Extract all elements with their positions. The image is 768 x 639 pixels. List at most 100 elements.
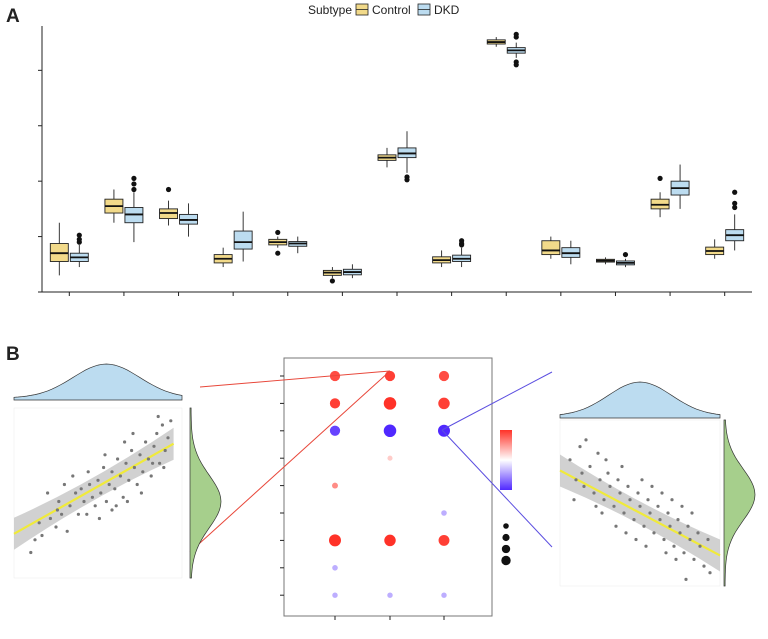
scatter-point <box>90 495 94 499</box>
scatter-point <box>582 484 586 488</box>
scatter-point <box>638 504 642 508</box>
scatter-point <box>156 414 160 419</box>
scatter-point <box>616 478 620 482</box>
scatter-point <box>702 564 706 568</box>
scatter-point <box>640 478 644 482</box>
scatter-point <box>135 482 139 487</box>
box-outlier <box>165 186 172 193</box>
scatter-point <box>678 531 682 535</box>
box-outlier <box>76 232 82 238</box>
dot-pdx1-oas1 <box>329 398 341 409</box>
dot-hnf4a-oas1 <box>332 482 338 489</box>
scatter-point <box>596 451 600 455</box>
size-legend-dot <box>501 555 511 566</box>
scatter-point <box>99 491 103 495</box>
dot-hnf1b-snw1 <box>441 510 447 516</box>
box-outlier <box>657 175 663 181</box>
scatter-point <box>141 470 145 474</box>
scatter-point <box>149 474 153 478</box>
scatter-point <box>684 577 688 582</box>
scatter-point <box>626 484 630 488</box>
scatter-point <box>110 470 114 474</box>
dot-tcf7l2-sectm1 <box>384 370 396 382</box>
marginal-density-y <box>723 419 756 587</box>
scatter-point <box>600 511 604 515</box>
scatter-point <box>670 498 674 502</box>
box-outlier <box>622 251 629 258</box>
dot-ins-sectm1 <box>387 455 393 461</box>
scatter-point <box>620 464 624 469</box>
scatter-point <box>664 551 668 555</box>
scatter-point <box>578 445 582 449</box>
box-outlier <box>732 200 738 206</box>
scatter-snw1-insr <box>559 381 756 587</box>
scatter-point <box>628 498 632 502</box>
scatter-point <box>57 499 61 504</box>
scatter-point <box>71 474 75 478</box>
panel-label-a: A <box>6 6 20 27</box>
scatter-point <box>144 440 148 444</box>
size-legend-dot <box>503 523 509 529</box>
scatter-point <box>646 498 650 502</box>
scatter-point <box>40 533 44 538</box>
scatter-point <box>123 440 127 444</box>
scatter-point <box>584 438 588 442</box>
scatter-point <box>158 461 162 465</box>
scatter-point <box>118 474 122 478</box>
box-outlier <box>459 242 465 248</box>
dot-heatmap <box>280 357 512 620</box>
trend-line <box>559 469 721 557</box>
scatter-point <box>169 419 173 423</box>
scatter-point <box>124 461 128 465</box>
scatter-point <box>668 524 672 528</box>
scatter-point <box>104 499 108 504</box>
scatter-point <box>690 511 694 515</box>
box-outlier <box>513 62 519 68</box>
marginal-density-x <box>13 363 183 401</box>
scatter-point <box>652 531 656 535</box>
scatter-point <box>139 491 143 495</box>
marginal-density-x <box>559 381 721 419</box>
scatter-point <box>572 498 576 502</box>
scatter-sectm1-pdx1 <box>13 363 222 579</box>
scatter-point <box>132 465 136 470</box>
scatter-point <box>658 518 662 522</box>
scatter-point <box>662 537 666 542</box>
scatter-point <box>606 471 610 475</box>
scatter-point <box>656 504 660 508</box>
scatter-point <box>648 511 652 515</box>
panel-label-b: B <box>6 344 20 365</box>
scatter-point <box>636 491 640 495</box>
box-outlier <box>275 250 281 256</box>
scatter-point <box>163 448 167 453</box>
scatter-point <box>152 444 156 448</box>
scatter-point <box>110 508 114 512</box>
scatter-point <box>634 537 638 542</box>
box-outlier <box>513 34 519 40</box>
scatter-point <box>60 512 64 516</box>
scatter-point <box>76 512 80 516</box>
scatter-point <box>155 431 159 436</box>
scatter-point <box>614 524 618 528</box>
scatter-point <box>29 550 33 555</box>
dot-pdx1-sectm1 <box>383 397 397 410</box>
scatter-point <box>48 516 53 521</box>
scatter-point <box>604 458 608 462</box>
scatter-point <box>79 487 83 491</box>
legend: Subtype Control DKD <box>308 3 460 17</box>
scatter-point <box>68 504 72 508</box>
colorbar <box>500 430 512 490</box>
box-control <box>541 240 561 256</box>
scatter-point <box>680 504 684 508</box>
scatter-point <box>568 458 572 462</box>
size-legend-dot <box>501 544 511 554</box>
dot-gck-oas1 <box>332 565 338 571</box>
plot-panel <box>283 357 493 617</box>
scatter-point <box>138 453 142 457</box>
scatter-point <box>116 457 120 461</box>
scatter-point <box>674 557 678 562</box>
scatter-point <box>666 511 670 515</box>
scatter-point <box>88 482 92 487</box>
scatter-point <box>574 478 578 482</box>
